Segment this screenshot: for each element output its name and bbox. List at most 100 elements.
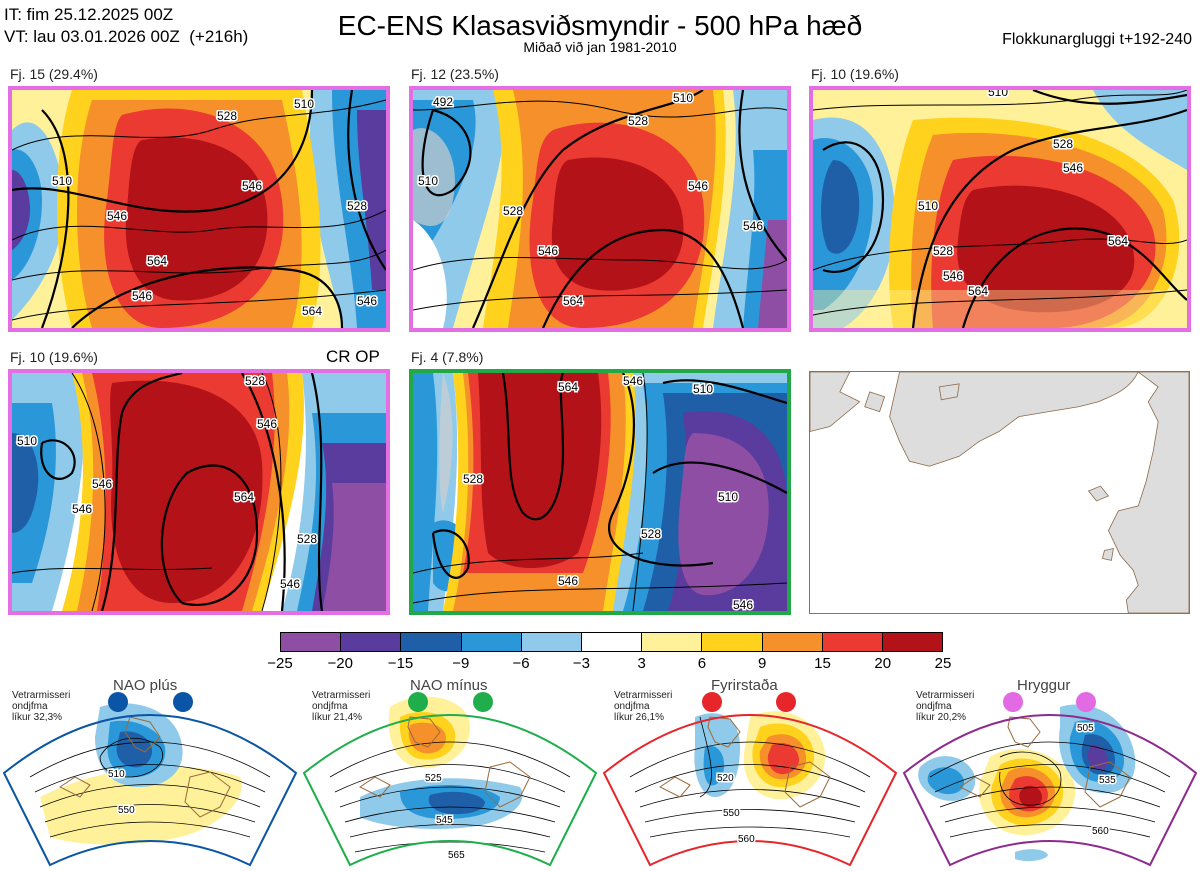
cluster-map: 528 546 546 564 528 546 546 510 [12,373,386,611]
cluster-label: Fj. 4 (7.8%) [411,349,484,365]
contour-label: 564 [234,490,254,504]
cluster-label: Fj. 10 (19.6%) [10,349,98,365]
contour-label: 525 [425,773,442,784]
colorbar-segment [341,633,402,651]
contour-label: 565 [448,850,465,861]
contour-label: 528 [933,244,953,258]
contour-label: 546 [943,269,963,283]
regime-panel: 520 550 560 Fyrirstaða Vetrarmisseri ond… [600,677,900,871]
contour-label: 528 [641,527,661,541]
contour-label: 564 [147,254,167,268]
regime-meta: Vetrarmisseri ondjfma líkur 21,4% [312,690,371,723]
contour-label: 528 [347,199,367,213]
header-times: IT: fim 25.12.2025 00Z VT: lau 03.01.202… [4,4,248,48]
contour-label: 546 [257,417,277,431]
page-title: EC-ENS Klasasviðsmyndir - 500 hPa hæð [337,10,863,41]
regime-map: 510 550 [2,692,298,867]
contour-label: 546 [743,219,763,233]
regime-name: NAO plús [113,677,178,694]
cluster-label: Fj. 10 (19.6%) [811,66,899,82]
page-subtitle: Miðað við jan 1981-2010 [523,39,677,55]
control-run-marker: CR OP [326,347,380,366]
cluster-panel: 492 510 510 528 546 528 546 564 546 [409,86,791,332]
contour-label: 546 [733,598,753,611]
regime-meta: Vetrarmisseri ondjfma líkur 20,2% [916,690,975,723]
contour-label: 546 [242,179,262,193]
contour-label: 546 [72,502,92,516]
contour-label: 510 [294,97,314,111]
valid-time: VT: lau 03.01.2026 00Z [4,27,180,46]
contour-label: 510 [17,434,37,448]
cluster-label: Fj. 15 (29.4%) [10,66,98,82]
contour-label: 545 [436,815,453,826]
contour-label: 564 [558,380,578,394]
contour-label: 510 [108,769,125,780]
contour-label: 546 [623,374,643,388]
init-time: IT: fim 25.12.2025 00Z [4,5,174,24]
contour-label: 546 [558,574,578,588]
classification-window: Flokkunargluggi t+192-240 [1002,31,1192,48]
contour-label: 528 [503,204,523,218]
regime-meta: Vetrarmisseri ondjfma líkur 26,1% [614,690,673,723]
colorbar-tick-label: 9 [758,655,767,672]
lead-time: (+216h) [189,27,249,46]
regime-panel: 525 545 565 NAO mínus Vetrarmisseri ondj… [300,677,600,871]
cluster-panel: 528 510 546 546 564 546 528 564 546 510 [8,86,390,332]
colorbar-segment [822,633,883,651]
contour-label: 510 [718,490,738,504]
contour-label: 546 [357,294,377,308]
colorbar-tick-label: −25 [267,655,293,672]
colorbar-segment [882,633,943,651]
cluster-map: 492 510 510 528 546 528 546 564 546 [413,90,787,328]
regime-name: Hryggur [1017,677,1071,694]
regime-map: 505 535 560 [902,692,1198,867]
contour-label: 546 [688,179,708,193]
base-map [810,372,1189,613]
contour-label: 528 [628,114,648,128]
cluster-map: 528 510 546 546 564 546 528 564 546 510 [12,90,386,328]
contour-label: 560 [1092,826,1109,837]
colorbar-ticks: −25 −20 −15 −9 −6 −3 3 6 9 15 20 25 [267,655,951,675]
contour-label: 528 [297,532,317,546]
contour-label: 510 [52,174,72,188]
cluster-panel: 528 546 546 564 528 546 546 510 [8,369,390,615]
cluster-panel: 510 510 528 528 546 546 564 564 [809,86,1191,332]
colorbar-tick-label: −15 [387,655,414,672]
contour-label: 510 [418,174,438,188]
contour-label: 510 [693,382,713,396]
contour-label: 528 [245,374,265,388]
contour-label: 535 [1099,775,1116,786]
contour-label: 546 [280,577,300,591]
colorbar-tick-label: 6 [697,655,707,672]
contour-label: 546 [92,477,112,491]
colorbar-segment [581,633,643,651]
contour-label: 528 [463,472,483,486]
colorbar-tick-label: −6 [512,655,530,672]
contour-label: 550 [118,805,135,816]
cluster-map: 528 546 564 510 510 528 546 546 [413,373,787,611]
contour-label: 528 [1053,137,1073,151]
contour-label: 492 [433,95,453,109]
regime-meta: Vetrarmisseri ondjfma líkur 32,3% [12,690,71,723]
colorbar-segment [762,633,823,651]
contour-label: 560 [738,834,755,845]
colorbar-segment [521,633,582,651]
colorbar-tick-label: 20 [874,655,892,672]
regime-map: 525 545 565 [302,692,598,867]
colorbar-segment [642,633,703,651]
colorbar-segment [461,633,522,651]
contour-label: 528 [217,109,237,123]
cluster-map: 510 510 528 528 546 546 564 564 [813,90,1187,328]
contour-label: 546 [107,209,127,223]
regime-map: 520 550 560 [602,692,898,867]
contour-label: 564 [302,304,322,318]
regime-name: Fyrirstaða [711,677,778,694]
contour-label: 550 [723,808,740,819]
contour-label: 564 [968,284,988,298]
cluster-panel: 528 546 564 510 510 528 546 546 [409,369,791,615]
regime-panel: 505 535 560 Hryggur Vetrarmisseri ondjfm… [900,677,1200,871]
regime-panel: 510 550 NAO plús Vetrarmisseri ondjfma l… [0,677,300,871]
contour-label: 564 [1108,234,1128,248]
contour-label: 510 [988,90,1008,99]
colorbar-tick-label: −9 [452,655,470,672]
